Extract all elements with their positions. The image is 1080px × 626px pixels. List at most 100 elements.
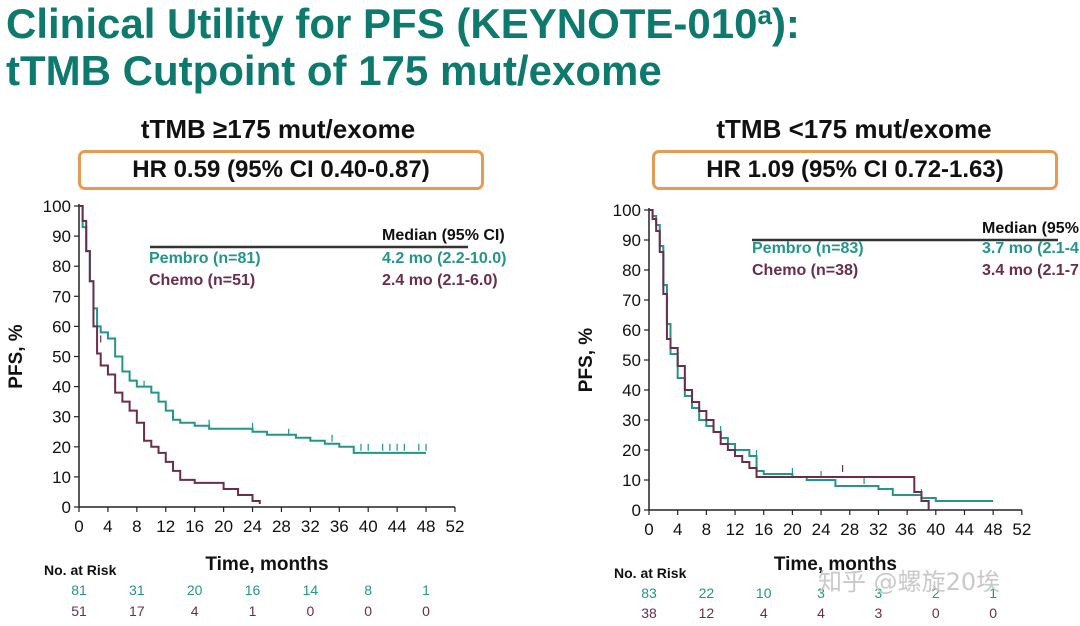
chart2-risk-chemo-count: 0 bbox=[989, 605, 997, 621]
chart2-y-tick-label: 100 bbox=[613, 201, 641, 220]
chart2-x-tick-label: 40 bbox=[926, 520, 945, 539]
chart1-y-tick-label: 100 bbox=[43, 197, 71, 216]
chart2-y-tick-label: 40 bbox=[622, 381, 641, 400]
chart2-chemo-curve bbox=[649, 209, 930, 510]
chart1-x-tick-label: 12 bbox=[156, 517, 175, 536]
chart2-y-tick-label: 20 bbox=[622, 441, 641, 460]
chart2-x-tick-label: 20 bbox=[783, 520, 802, 539]
chart2-x-tick-label: 0 bbox=[644, 520, 653, 539]
chart1-x-tick-label: 28 bbox=[272, 517, 291, 536]
chart1-risk-chemo-count: 4 bbox=[191, 603, 199, 619]
chart1-x-tick-label: 52 bbox=[445, 517, 464, 536]
chart2-legend-chemo-median: 3.4 mo (2.1-7.5) bbox=[982, 262, 1080, 279]
chart2-risk-chemo-count: 4 bbox=[817, 605, 825, 621]
chart1-x-tick-label: 44 bbox=[388, 517, 407, 536]
chart2-risk-pembro-count: 1 bbox=[989, 585, 997, 601]
title-line1: Clinical Utility for PFS (KEYNOTE-010a): bbox=[6, 0, 800, 47]
chart1-median-header: Median (95% CI) bbox=[382, 227, 505, 244]
chart1-y-tick-label: 90 bbox=[52, 227, 71, 246]
chart2-risk-chemo-count: 3 bbox=[875, 605, 883, 621]
chart2-y-tick-label: 30 bbox=[622, 411, 641, 430]
chart1-risk-table-label: No. at Risk bbox=[44, 562, 117, 578]
right-hazard-ratio-box: HR 1.09 (95% CI 0.72-1.63) bbox=[652, 150, 1058, 190]
chart2-y-axis-label: PFS, % bbox=[576, 328, 597, 393]
chart2-y-tick-label: 10 bbox=[622, 471, 641, 490]
chart1-y-tick-label: 80 bbox=[52, 257, 71, 276]
chart2-legend-pembro-median: 3.7 mo (2.1-4.5) bbox=[982, 240, 1080, 257]
chart2-x-tick-label: 4 bbox=[673, 520, 682, 539]
left-hazard-ratio-box: HR 0.59 (95% CI 0.40-0.87) bbox=[78, 150, 484, 190]
chart1-risk-chemo-count: 0 bbox=[422, 603, 430, 619]
chart1-risk-chemo-count: 17 bbox=[129, 603, 145, 619]
chart1-risk-pembro-count: 1 bbox=[422, 582, 430, 598]
chart1-y-tick-label: 10 bbox=[52, 468, 71, 487]
chart1-x-tick-label: 8 bbox=[132, 517, 141, 536]
chart2-risk-chemo-count: 4 bbox=[760, 605, 768, 621]
chart1-risk-pembro-count: 8 bbox=[364, 582, 372, 598]
chart2-y-tick-label: 0 bbox=[632, 501, 641, 520]
chart2-y-tick-label: 70 bbox=[622, 291, 641, 310]
chart1-x-tick-label: 40 bbox=[359, 517, 378, 536]
chart1-y-tick-label: 70 bbox=[52, 287, 71, 306]
chart2-y-tick-label: 50 bbox=[622, 351, 641, 370]
chart2-x-tick-label: 28 bbox=[840, 520, 859, 539]
chart1-risk-pembro-count: 31 bbox=[129, 582, 145, 598]
right-panel-title: tTMB <175 mut/exome bbox=[716, 114, 992, 144]
chart1-y-axis-label: PFS, % bbox=[6, 324, 27, 389]
chart1-x-tick-label: 48 bbox=[417, 517, 436, 536]
watermark: 知乎 @螺旋20埃 bbox=[818, 568, 1001, 596]
chart1-legend-pembro-median: 4.2 mo (2.2-10.0) bbox=[382, 250, 507, 267]
chart1-risk-pembro-count: 81 bbox=[71, 582, 87, 598]
chart2-x-tick-label: 8 bbox=[702, 520, 711, 539]
chart1-legend-chemo-median: 2.4 mo (2.1-6.0) bbox=[382, 272, 498, 289]
chart2-y-tick-label: 90 bbox=[622, 231, 641, 250]
chart2-median-header: Median (95% CI) bbox=[982, 220, 1080, 237]
chart2-risk-chemo-count: 38 bbox=[641, 605, 657, 621]
chart2-risk-pembro-count: 10 bbox=[756, 585, 772, 601]
chart2-risk-chemo-count: 0 bbox=[932, 605, 940, 621]
chart1-pembro-curve bbox=[79, 205, 427, 454]
chart1-x-axis-label: Time, months bbox=[205, 554, 328, 575]
chart1-risk-pembro-count: 20 bbox=[187, 582, 203, 598]
chart2-y-tick-label: 60 bbox=[622, 321, 641, 340]
chart2-legend-pembro-name: Pembro (n=83) bbox=[752, 240, 864, 257]
chart2-risk-pembro-count: 22 bbox=[699, 585, 715, 601]
chart1-y-tick-label: 50 bbox=[52, 348, 71, 367]
chart2-x-tick-label: 24 bbox=[812, 520, 831, 539]
chart2-legend-chemo-name: Chemo (n=38) bbox=[752, 262, 858, 279]
chart2-risk-table-label: No. at Risk bbox=[614, 565, 687, 581]
chart1-legend-chemo-name: Chemo (n=51) bbox=[149, 272, 255, 289]
chart2-risk-pembro-count: 83 bbox=[641, 585, 657, 601]
chart1-risk-pembro-count: 16 bbox=[245, 582, 261, 598]
chart2-risk-pembro-count: 3 bbox=[875, 585, 883, 601]
chart1-x-tick-label: 24 bbox=[243, 517, 262, 536]
chart1-y-tick-label: 20 bbox=[52, 438, 71, 457]
left-panel-title: tTMB ≥175 mut/exome bbox=[140, 114, 416, 144]
chart2-x-tick-label: 48 bbox=[984, 520, 1003, 539]
chart1-y-tick-label: 60 bbox=[52, 317, 71, 336]
chart2-x-tick-label: 12 bbox=[726, 520, 745, 539]
chart2-risk-chemo-count: 12 bbox=[699, 605, 715, 621]
chart1-x-tick-label: 16 bbox=[185, 517, 204, 536]
slide-title: Clinical Utility for PFS (KEYNOTE-010a):… bbox=[6, 0, 800, 94]
chart1-risk-chemo-count: 51 bbox=[71, 603, 87, 619]
chart1-risk-chemo-count: 0 bbox=[306, 603, 314, 619]
chart2-x-tick-label: 52 bbox=[1012, 520, 1031, 539]
title-line2: tTMB Cutpoint of 175 mut/exome bbox=[6, 47, 662, 94]
chart1-x-tick-label: 36 bbox=[330, 517, 349, 536]
chart2-risk-pembro-count: 3 bbox=[817, 585, 825, 601]
chart2-y-tick-label: 80 bbox=[622, 261, 641, 280]
chart2-x-tick-label: 36 bbox=[898, 520, 917, 539]
chart2-risk-pembro-count: 2 bbox=[932, 585, 940, 601]
chart1-risk-chemo-count: 1 bbox=[249, 603, 257, 619]
chart1-chemo-curve bbox=[79, 205, 261, 504]
chart1-x-tick-label: 32 bbox=[301, 517, 320, 536]
chart1-y-tick-label: 0 bbox=[62, 498, 71, 517]
chart1-risk-pembro-count: 14 bbox=[303, 582, 319, 598]
chart1-x-tick-label: 0 bbox=[74, 517, 83, 536]
chart2-x-tick-label: 32 bbox=[869, 520, 888, 539]
chart1-risk-chemo-count: 0 bbox=[364, 603, 372, 619]
chart1-x-tick-label: 4 bbox=[103, 517, 112, 536]
chart1-y-tick-label: 30 bbox=[52, 408, 71, 427]
